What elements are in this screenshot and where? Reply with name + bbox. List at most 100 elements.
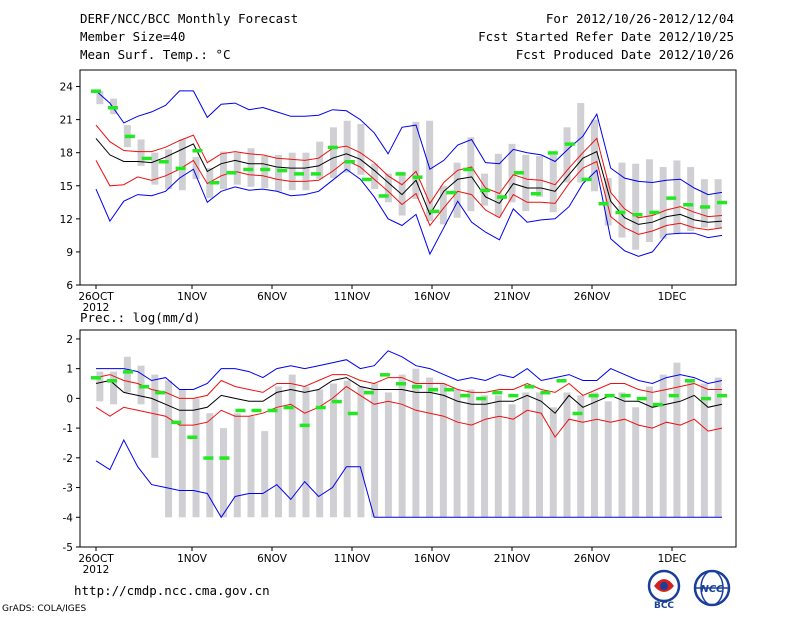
member-marker bbox=[717, 200, 727, 205]
x-tick-label: 26OCT bbox=[78, 291, 114, 303]
member-marker bbox=[347, 411, 358, 416]
spread-box bbox=[233, 413, 241, 518]
spread-box bbox=[247, 148, 255, 187]
spread-box bbox=[522, 154, 530, 212]
member-marker bbox=[251, 408, 262, 413]
forecast-period: For 2012/10/26-2012/12/04 bbox=[545, 11, 734, 26]
member-marker bbox=[310, 172, 321, 176]
member-marker bbox=[556, 379, 567, 383]
spread-box bbox=[494, 395, 502, 518]
member-marker bbox=[412, 384, 423, 389]
member-marker bbox=[267, 408, 278, 413]
member-marker bbox=[604, 393, 615, 398]
member-marker bbox=[187, 435, 198, 440]
chart-panel-2: 2 1 0 -1 -2 -3 -4 -5 26OCT 1NOV 6NOV 11NOV 16NOV 21NO… bbox=[63, 310, 737, 576]
member-marker bbox=[620, 393, 631, 398]
spread-box bbox=[371, 383, 379, 518]
member-marker bbox=[564, 142, 575, 146]
spread-box bbox=[687, 380, 695, 518]
spread-box bbox=[261, 156, 269, 188]
member-marker bbox=[508, 393, 519, 398]
member-marker bbox=[91, 89, 101, 93]
x-tick-label: 26NOV bbox=[574, 291, 611, 303]
spread-box bbox=[110, 371, 118, 405]
spread-box bbox=[329, 383, 337, 518]
y-tick-label: -2 bbox=[63, 453, 73, 465]
spread-box bbox=[439, 383, 447, 518]
spread-box bbox=[645, 386, 653, 518]
y-tick-label: -3 bbox=[63, 483, 73, 495]
member-marker bbox=[107, 105, 118, 110]
member-marker bbox=[683, 203, 694, 207]
member-marker bbox=[243, 167, 254, 172]
member-marker bbox=[395, 382, 406, 386]
series-line-p10 bbox=[95, 385, 723, 438]
spread-box bbox=[714, 377, 722, 518]
member-marker bbox=[363, 390, 374, 395]
x-tick-label: 11NOV bbox=[334, 291, 371, 303]
precip-panel-title: Prec.: log(mm/d) bbox=[80, 310, 200, 325]
y-tick-label: -4 bbox=[63, 512, 74, 524]
spread-box bbox=[316, 141, 324, 180]
member-marker bbox=[572, 411, 583, 416]
spread-box bbox=[590, 392, 598, 518]
spread-box bbox=[151, 374, 159, 458]
member-marker bbox=[513, 171, 524, 175]
y-tick-label: 12 bbox=[60, 214, 73, 226]
forecast-produced-date: Fcst Produced Date 2012/10/26 bbox=[515, 47, 734, 62]
member-marker bbox=[379, 373, 390, 377]
member-marker bbox=[666, 196, 677, 200]
spread-box bbox=[206, 413, 214, 518]
member-marker bbox=[540, 390, 551, 395]
member-marker bbox=[463, 167, 474, 172]
member-marker bbox=[530, 191, 541, 196]
ncc-logo-text: NCC bbox=[700, 584, 724, 595]
spread-box bbox=[563, 392, 571, 518]
x-tick-label: 21NOV bbox=[494, 553, 531, 565]
x-tick-label: 26OCT bbox=[78, 553, 114, 565]
y-tick-label: 6 bbox=[66, 280, 73, 292]
member-marker bbox=[260, 167, 271, 172]
member-marker bbox=[209, 180, 220, 185]
spread-box bbox=[192, 398, 200, 518]
spread-box bbox=[659, 374, 667, 518]
member-marker bbox=[171, 420, 182, 425]
member-marker bbox=[476, 396, 487, 401]
member-marker bbox=[429, 209, 440, 214]
member-marker bbox=[107, 379, 118, 383]
member-marker bbox=[299, 423, 310, 428]
spread-box bbox=[453, 389, 461, 518]
source-url[interactable]: http://cmdp.ncc.cma.gov.cn bbox=[74, 583, 270, 598]
member-marker bbox=[192, 148, 203, 153]
spread-box bbox=[467, 389, 475, 518]
member-marker bbox=[649, 210, 660, 215]
member-marker bbox=[700, 205, 711, 209]
series-line-max bbox=[95, 90, 723, 196]
spread-box bbox=[412, 368, 420, 518]
spread-box bbox=[302, 386, 310, 518]
spread-box bbox=[700, 383, 708, 518]
spread-box bbox=[563, 127, 571, 183]
spread-box bbox=[165, 380, 173, 518]
x-tick-label: 26NOV bbox=[574, 553, 611, 565]
spread-box bbox=[494, 153, 502, 217]
member-marker bbox=[158, 160, 169, 164]
member-marker bbox=[547, 151, 558, 155]
series-line-max bbox=[96, 350, 723, 390]
spread-box bbox=[247, 416, 255, 518]
spread-box bbox=[357, 386, 365, 518]
member-size: Member Size=40 bbox=[80, 29, 186, 44]
spread-box bbox=[549, 154, 557, 213]
spread-box bbox=[659, 167, 667, 239]
y-tick-label: 15 bbox=[60, 181, 73, 193]
x-tick-label: 16NOV bbox=[414, 553, 451, 565]
spread-box bbox=[357, 124, 365, 175]
x-tick-label: 16NOV bbox=[414, 291, 451, 303]
spread-box bbox=[426, 120, 434, 222]
member-marker bbox=[327, 145, 338, 150]
member-marker bbox=[446, 190, 457, 195]
spread-box bbox=[467, 137, 475, 212]
member-marker bbox=[395, 172, 406, 176]
member-marker bbox=[331, 399, 342, 404]
y-tick-label: 21 bbox=[60, 115, 73, 127]
